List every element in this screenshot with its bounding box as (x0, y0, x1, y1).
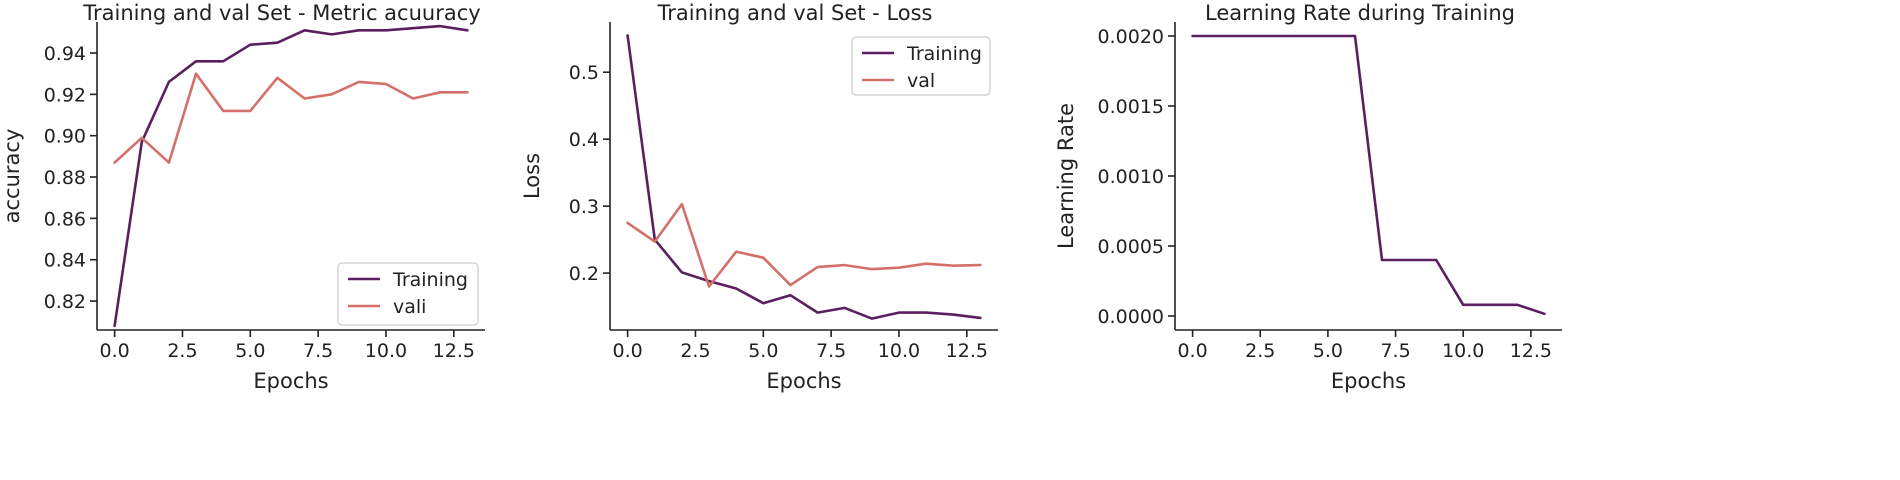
legend-label-training: Training (906, 43, 982, 65)
y-tick-label: 0.4 (569, 129, 599, 151)
y-tick-label: 0.82 (44, 291, 86, 313)
x-tick-label: 12.5 (946, 340, 988, 362)
x-tick-label: 2.5 (680, 340, 710, 362)
chart-title-1: Training and val Set - Metric acuuracy (82, 1, 480, 25)
series-line-training (626, 34, 982, 320)
y-tick-label: 0.0005 (1098, 236, 1164, 258)
x-tick-label: 5.0 (1313, 340, 1343, 362)
series-line-learning-rate (1191, 34, 1546, 316)
series-line-training (113, 24, 469, 328)
legend-label-training: Training (392, 269, 468, 291)
x-tick-label: 5.0 (235, 340, 265, 362)
y-tick-label: 0.90 (44, 126, 86, 148)
x-tick-label: 10.0 (365, 340, 407, 362)
x-axis-label-3: Epochs (1331, 369, 1406, 393)
x-tick-label: 0.0 (613, 340, 643, 362)
series-line-val (626, 202, 982, 288)
x-axis-label-1: Epochs (253, 369, 328, 393)
y-tick-label: 0.0020 (1098, 26, 1164, 48)
y-tick-label: 0.94 (44, 43, 86, 65)
chart-title-3: Learning Rate during Training (1205, 1, 1515, 25)
series-line-vali (113, 72, 469, 164)
x-tick-label: 7.5 (816, 340, 846, 362)
y-tick-label: 0.84 (44, 250, 86, 272)
y-tick-label: 0.5 (569, 62, 599, 84)
x-tick-label: 10.0 (1442, 340, 1484, 362)
x-tick-label: 2.5 (167, 340, 197, 362)
y-tick-label: 0.2 (569, 263, 599, 285)
y-axis-label-2: Loss (520, 153, 544, 199)
y-axis-label-3: Learning Rate (1054, 103, 1078, 249)
chart-title-2: Training and val Set - Loss (657, 1, 933, 25)
x-tick-label: 0.0 (1177, 340, 1207, 362)
x-tick-label: 2.5 (1245, 340, 1275, 362)
y-tick-label: 0.88 (44, 167, 86, 189)
x-tick-label: 7.5 (1380, 340, 1410, 362)
x-tick-label: 5.0 (748, 340, 778, 362)
y-tick-label: 0.0000 (1098, 306, 1164, 328)
y-tick-label: 0.3 (569, 196, 599, 218)
x-tick-label: 10.0 (878, 340, 920, 362)
x-tick-label: 7.5 (303, 340, 333, 362)
legend-label-vali: vali (393, 296, 426, 318)
y-tick-label: 0.86 (44, 208, 86, 230)
x-tick-label: 12.5 (433, 340, 475, 362)
y-tick-label: 0.92 (44, 84, 86, 106)
x-axis-label-2: Epochs (766, 369, 841, 393)
y-axis-label-1: accuracy (0, 129, 24, 224)
y-tick-label: 0.0015 (1098, 96, 1164, 118)
x-tick-label: 12.5 (1510, 340, 1552, 362)
legend-label-val: val (907, 70, 935, 92)
y-tick-label: 0.0010 (1098, 166, 1164, 188)
x-tick-label: 0.0 (100, 340, 130, 362)
